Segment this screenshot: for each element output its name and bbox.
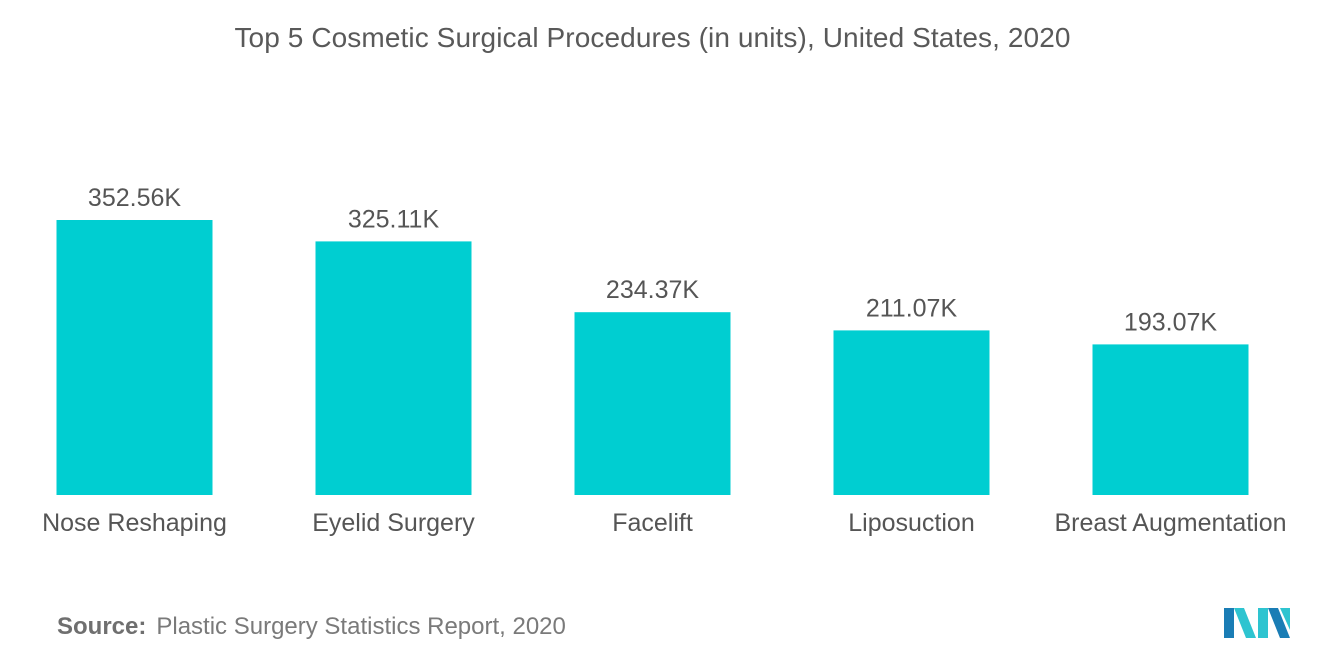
value-labels-group: 352.56K 325.11K 234.37K 211.07K 193.07K (88, 184, 1217, 336)
category-label: Eyelid Surgery (312, 509, 475, 537)
category-label: Breast Augmentation (1054, 509, 1286, 537)
value-label: 211.07K (866, 294, 958, 322)
category-label: Nose Reshaping (42, 509, 227, 537)
source-note: Source: Plastic Surgery Statistics Report… (57, 613, 566, 641)
bar-facelift (574, 312, 731, 495)
value-label: 352.56K (88, 184, 181, 212)
source-label: Source: (57, 613, 147, 640)
bar-eyelid-surgery (315, 241, 472, 495)
category-label: Facelift (612, 509, 693, 537)
mordor-intelligence-logo-icon (1224, 608, 1290, 638)
category-label: Liposuction (848, 509, 974, 537)
category-labels-group: Nose Reshaping Eyelid Surgery Facelift Lipo… (42, 509, 1286, 537)
logo-shape-3 (1258, 608, 1268, 638)
value-label: 234.37K (606, 276, 699, 304)
bars-group (56, 220, 1249, 495)
bar-breast-augmentation (1092, 344, 1249, 495)
chart-title: Top 5 Cosmetic Surgical Procedures (in u… (234, 22, 1071, 53)
logo-shape-1 (1224, 608, 1234, 638)
bar-liposuction (833, 330, 990, 495)
logo-shape-5 (1280, 608, 1290, 630)
value-label: 325.11K (348, 205, 440, 233)
value-label: 193.07K (1124, 308, 1217, 336)
source-text: Plastic Surgery Statistics Report, 2020 (156, 613, 566, 640)
logo-shape-2 (1234, 608, 1256, 638)
bar-nose-reshaping (56, 220, 213, 495)
logo-shape-4 (1268, 608, 1290, 638)
